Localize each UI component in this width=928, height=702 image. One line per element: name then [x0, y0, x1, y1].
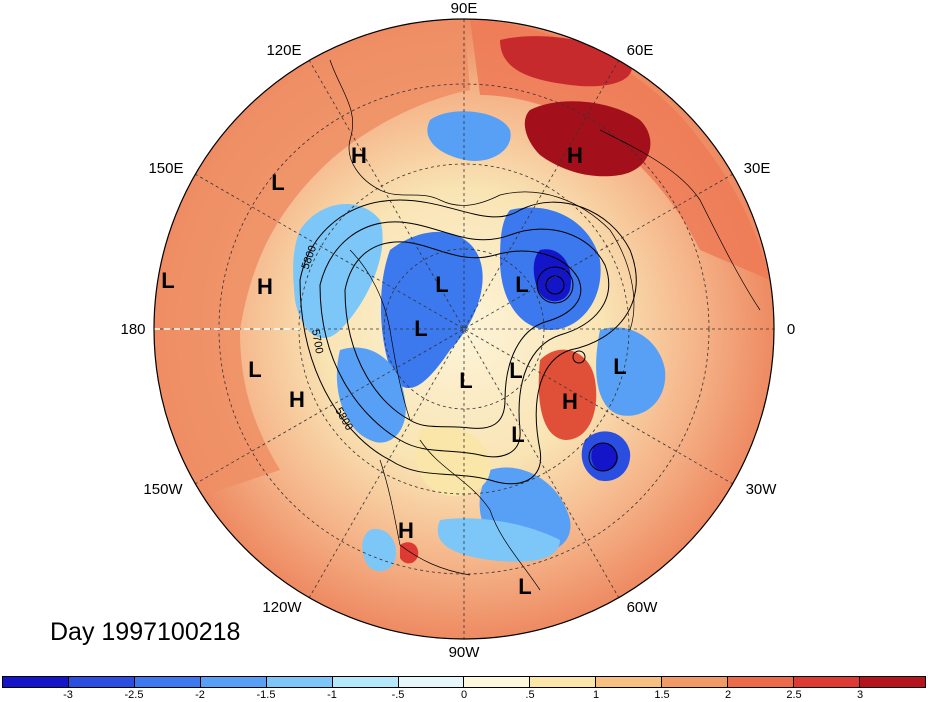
colorbar-tick-label: 1 [592, 689, 600, 701]
pressure-center-l5: L [414, 316, 427, 341]
colorbar-segment [398, 677, 465, 687]
pressure-center-l11: L [518, 574, 531, 599]
map-boundary [153, 18, 775, 640]
pressure-center-h1: H [351, 143, 367, 168]
colorbar-tick-label: 2 [724, 689, 732, 701]
colorbar-tick-label: 3 [856, 689, 864, 701]
colorbar-segment [464, 677, 531, 687]
pressure-center-l7: L [459, 368, 472, 393]
colorbar-segment [728, 677, 795, 687]
lon-label-90e: 90E [451, 0, 478, 17]
lon-label-60w: 60W [627, 599, 659, 616]
pressure-center-h2: H [567, 143, 583, 168]
colorbar-tick-label: -2.5 [124, 689, 144, 701]
pressure-center-h3: H [257, 274, 273, 299]
lon-label-120e: 120E [266, 42, 301, 59]
colorbar-segment [794, 677, 860, 687]
lon-label-30e: 30E [744, 160, 771, 177]
lon-label-90w: 90W [449, 644, 481, 661]
pressure-center-l1: L [271, 170, 284, 195]
lon-label-120w: 120W [262, 599, 302, 616]
colorbar-tick-label: -1 [327, 689, 337, 701]
colorbar [2, 676, 926, 688]
pressure-center-l8: L [509, 358, 522, 383]
colorbar-segment [662, 677, 729, 687]
colorbar-segment [266, 677, 333, 687]
contour-label-5700: 5700 [309, 328, 325, 354]
lon-label-180: 180 [120, 321, 145, 338]
colorbar-tick-label: 1.5 [654, 689, 670, 701]
colorbar-segment [200, 677, 267, 687]
lon-label-150e: 150E [148, 160, 183, 177]
colorbar-segment [530, 677, 597, 687]
pressure-center-l6: L [248, 357, 261, 382]
colorbar-tick-label: -3 [63, 689, 73, 701]
pressure-center-l3: L [435, 272, 448, 297]
lon-label-60e: 60E [627, 42, 654, 59]
pressure-center-l10: L [511, 422, 524, 447]
colorbar-tick-label: .5 [525, 689, 535, 701]
lon-label-150w: 150W [143, 481, 183, 498]
colorbar-tick-label: 2.5 [786, 689, 802, 701]
pressure-center-l9: L [613, 354, 626, 379]
colorbar-segment [134, 677, 201, 687]
colorbar-tick-label: -1.5 [256, 689, 276, 701]
colorbar-segment [859, 677, 925, 687]
height-contours [299, 199, 637, 485]
colorbar-tick-label: -2 [195, 689, 205, 701]
pressure-center-l4: L [515, 272, 528, 297]
colorbar-ticks: -3 -2.5 -2 -1.5 -1 -.5 0 .5 1 1.5 2 2.5 3 [2, 689, 926, 702]
colorbar-segment [596, 677, 663, 687]
day-label: Day 1997100218 [50, 618, 241, 646]
pressure-center-h6: H [398, 518, 414, 543]
anomaly-field [154, 19, 774, 639]
pressure-center-h4: H [289, 387, 305, 412]
colorbar-segment [3, 677, 69, 687]
lon-label-0: 0 [787, 321, 795, 338]
colorbar-tick-label: -.5 [391, 689, 405, 701]
pressure-center-l2: L [161, 268, 174, 293]
colorbar-segment [332, 677, 399, 687]
pressure-center-h5: H [562, 389, 578, 414]
colorbar-tick-label: 0 [460, 689, 468, 701]
lon-label-30w: 30W [746, 481, 778, 498]
graticule [154, 19, 774, 639]
colorbar-segment [68, 677, 135, 687]
